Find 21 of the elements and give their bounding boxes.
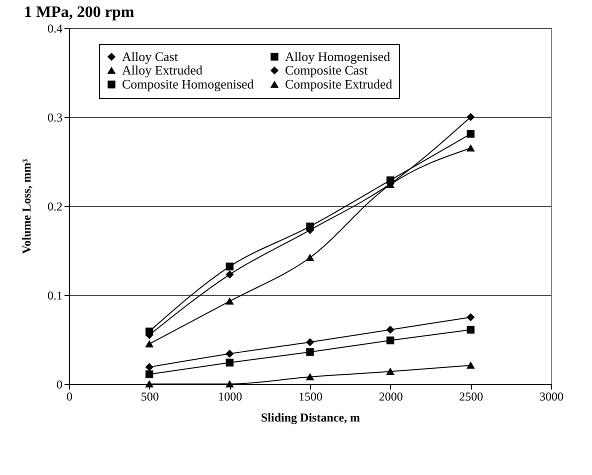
legend-label: Alloy Extruded	[122, 62, 204, 78]
y-tick-label: 0.3	[48, 110, 62, 124]
y-axis-title: Volume Loss, mm³	[20, 158, 34, 254]
legend-label: Composite Cast	[285, 62, 368, 78]
x-tick-label: 2000	[378, 390, 403, 404]
y-tick-label: 0.4	[48, 22, 62, 36]
y-tick-label: 0	[56, 378, 62, 392]
legend-label: Alloy Cast	[122, 48, 178, 64]
x-tick-label: 1000	[218, 390, 242, 404]
x-tick-label: 1500	[298, 390, 322, 404]
x-tick-label: 3000	[540, 390, 564, 404]
chart-title: 1 MPa, 200 rpm	[24, 4, 135, 21]
x-axis-title: Sliding Distance, m	[260, 410, 360, 424]
y-tick-label: 0.1	[48, 288, 62, 302]
x-tick-label: 500	[140, 390, 159, 404]
x-tick-label: 2500	[459, 390, 484, 404]
y-tick-label: 0.2	[48, 200, 62, 214]
x-tick-label: 0	[66, 390, 72, 404]
legend-label: Alloy Homogenised	[285, 48, 391, 64]
legend-label: Composite Extruded	[285, 76, 393, 92]
legend-label: Composite Homogenised	[122, 76, 254, 92]
